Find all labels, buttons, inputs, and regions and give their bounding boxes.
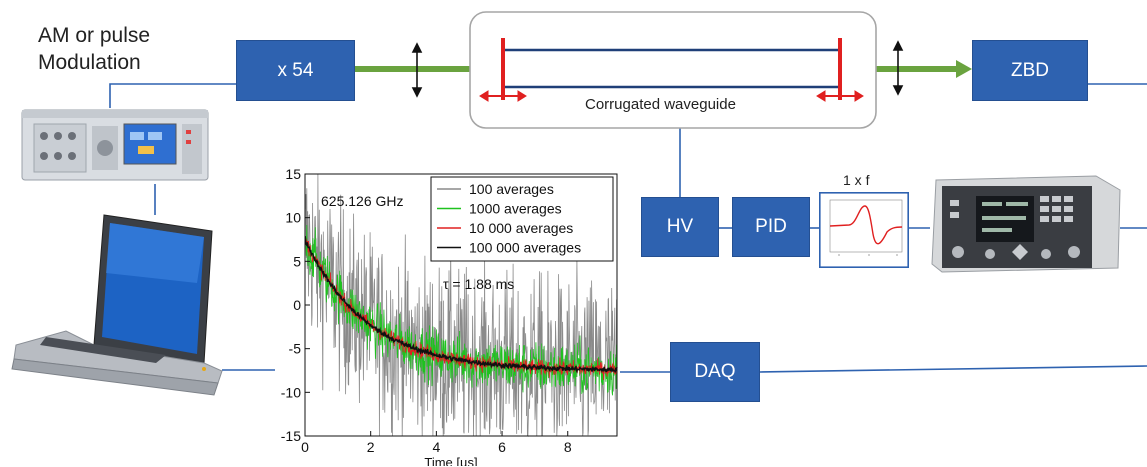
derivative-signal-inset — [819, 192, 909, 268]
y-tick-label: 0 — [293, 297, 301, 313]
daq-box: DAQ — [670, 342, 760, 402]
x-axis-label: Time [µs] — [424, 455, 477, 466]
modulation-title-line1: AM or pulse — [38, 24, 151, 47]
x-tick-label: 0 — [301, 439, 309, 455]
mirrors — [479, 38, 864, 102]
hv-box: HV — [641, 197, 719, 257]
y-tick-label: -15 — [281, 428, 301, 444]
y-tick-label: -5 — [289, 341, 302, 357]
tau-annotation: τ = 1.88 ms — [443, 276, 514, 292]
laptop-image — [11, 214, 223, 396]
y-tick-label: 5 — [293, 253, 301, 269]
vertical-adjust-arrows — [411, 40, 904, 98]
legend-label-4: 100 000 averages — [469, 240, 581, 256]
legend-box — [430, 176, 614, 262]
wire-source-to-multiplier — [109, 83, 236, 108]
modulation-title-line2: Modulation — [38, 51, 141, 74]
lockin-amplifier-image — [931, 175, 1121, 273]
x-tick-label: 8 — [564, 439, 572, 455]
y-tick-label: 10 — [285, 210, 301, 226]
signal-label: 1 x f — [843, 172, 870, 188]
pid-box: PID — [732, 197, 810, 257]
legend-label-1: 100 averages — [469, 181, 554, 197]
x-tick-label: 4 — [432, 439, 440, 455]
y-tick-label: -10 — [281, 384, 301, 400]
waveguide-label: Corrugated waveguide — [585, 96, 736, 113]
zbd-box: ZBD — [972, 40, 1088, 101]
derivative-curve — [829, 205, 903, 245]
legend-label-3: 10 000 averages — [469, 220, 573, 236]
wire-daq-out — [759, 365, 1147, 373]
frequency-annotation: 625.126 GHz — [321, 193, 404, 209]
x-tick-label: 2 — [367, 439, 375, 455]
signal-generator-image — [21, 109, 209, 181]
legend-label-2: 1000 averages — [469, 201, 562, 217]
waveguide-enclosure — [469, 11, 877, 129]
y-tick-label: 15 — [285, 166, 301, 182]
series-line-4 — [304, 235, 618, 374]
modulation-title: AM or pulse Modulation — [38, 22, 150, 76]
multiplier-box: x 54 — [236, 40, 355, 101]
x-tick-label: 6 — [498, 439, 506, 455]
